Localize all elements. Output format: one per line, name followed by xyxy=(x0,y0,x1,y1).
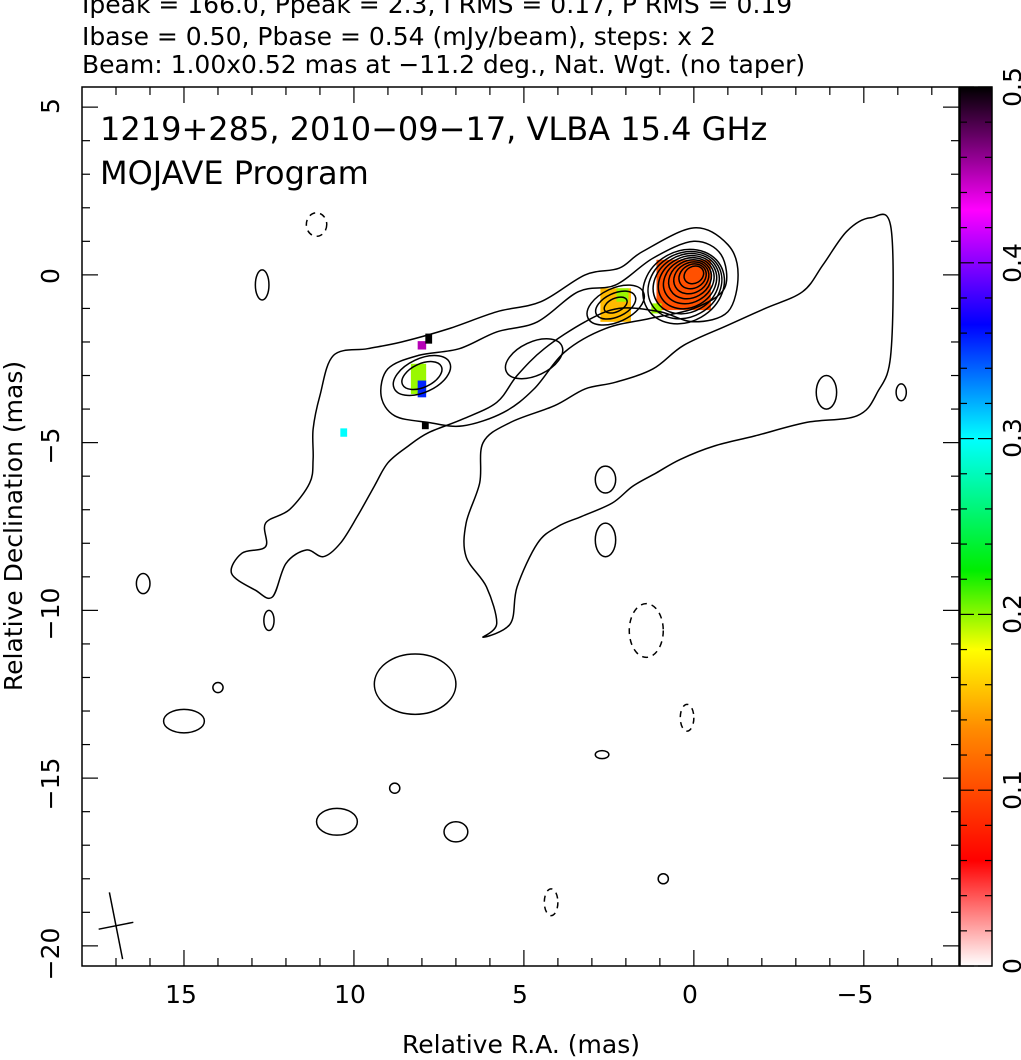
negative-contour xyxy=(305,212,328,238)
y-tick-labels: 5 0 −5 −10 −15 −20 xyxy=(36,98,65,980)
island-contour xyxy=(815,374,838,410)
beam-minor-axis xyxy=(98,921,134,930)
colorbar-tick-label: 0.2 xyxy=(998,594,1021,634)
core-contour xyxy=(678,263,707,290)
core-contour xyxy=(642,248,726,325)
core-contour xyxy=(667,259,713,300)
island-contour xyxy=(657,872,670,885)
x-tick-label: 5 xyxy=(512,980,528,1009)
colorbar-tick-label: 0.3 xyxy=(998,418,1021,458)
island-contour xyxy=(263,609,275,632)
plot-frame xyxy=(81,86,960,967)
header-line-2: Ibase = 0.50, Pbase = 0.54 (mJy/beam), s… xyxy=(82,22,716,51)
island-contour xyxy=(162,708,206,734)
colorbar: 0 0.1 0.2 0.3 0.4 0.5 xyxy=(959,67,1021,974)
core-contour xyxy=(662,256,715,305)
core-contour xyxy=(652,252,721,315)
axis-ticks xyxy=(82,87,959,966)
stokes-i-contours xyxy=(98,212,908,960)
colorbar-tick-label: 0 xyxy=(998,958,1021,974)
negative-contour xyxy=(628,602,665,659)
core-contour xyxy=(647,250,723,320)
polarization-pixel xyxy=(616,288,629,302)
core-contour xyxy=(683,265,705,285)
y-tick-label: −20 xyxy=(36,928,65,981)
program-annotation: MOJAVE Program xyxy=(100,154,369,192)
x-tick-labels: 15 10 5 0 −5 xyxy=(165,980,873,1009)
island-contour xyxy=(594,522,617,558)
jet-outline-southern xyxy=(463,213,894,638)
island-contour xyxy=(594,749,610,760)
component-contour xyxy=(504,338,564,380)
colorbar-tick-label: 0.4 xyxy=(998,243,1021,283)
island-contour xyxy=(594,465,617,494)
polarization-pixels xyxy=(340,259,711,437)
component-contour xyxy=(586,284,646,326)
y-tick-label: −15 xyxy=(36,758,65,811)
negative-contour xyxy=(679,703,695,732)
island-contour xyxy=(373,653,457,716)
y-axis-label: Relative Declination (mas) xyxy=(0,361,28,691)
colorbar-tick-label: 0.5 xyxy=(998,67,1021,107)
polarization-pixel xyxy=(651,303,662,314)
island-contour xyxy=(315,807,359,836)
polarization-pixel xyxy=(417,341,427,350)
core-contour xyxy=(673,261,710,295)
y-tick-label: 0 xyxy=(36,268,65,284)
island-contour xyxy=(212,681,224,694)
polarization-pixel xyxy=(340,428,348,437)
x-tick-label: 10 xyxy=(334,980,366,1009)
jet-inner-contour xyxy=(380,240,728,428)
colorbar-tick-label: 0.1 xyxy=(998,770,1021,810)
y-tick-label: −10 xyxy=(36,588,65,641)
negative-contour xyxy=(543,888,559,917)
y-tick-label: −5 xyxy=(36,428,65,465)
polarization-pixel xyxy=(421,422,429,430)
colorbar-gradient xyxy=(959,86,993,967)
island-contour xyxy=(895,383,908,402)
x-tick-label: 15 xyxy=(165,980,197,1009)
island-contour xyxy=(135,572,151,595)
x-tick-label: 0 xyxy=(682,980,698,1009)
island-contour xyxy=(388,782,401,794)
x-tick-label: −5 xyxy=(837,980,874,1009)
island-contour xyxy=(254,269,270,301)
polarization-pixel xyxy=(425,333,433,344)
header-line-3: Beam: 1.00x0.52 mas at −11.2 deg., Nat. … xyxy=(82,50,806,79)
header-line-1: Ipeak = 166.0, Ppeak = 2.3, I RMS = 0.17… xyxy=(82,0,793,19)
polarization-pixel xyxy=(417,380,427,398)
component-contour xyxy=(594,290,637,320)
core-contour xyxy=(657,254,718,310)
component-contour xyxy=(401,360,443,391)
source-annotation: 1219+285, 2010−09−17, VLBA 15.4 GHz xyxy=(100,110,767,148)
component-contour xyxy=(392,354,452,397)
x-axis-label: Relative R.A. (mas) xyxy=(402,1030,640,1059)
jet-outline-northern xyxy=(230,227,739,600)
y-tick-label: 5 xyxy=(36,98,65,114)
component-contour xyxy=(603,296,628,314)
island-contour xyxy=(443,820,469,843)
